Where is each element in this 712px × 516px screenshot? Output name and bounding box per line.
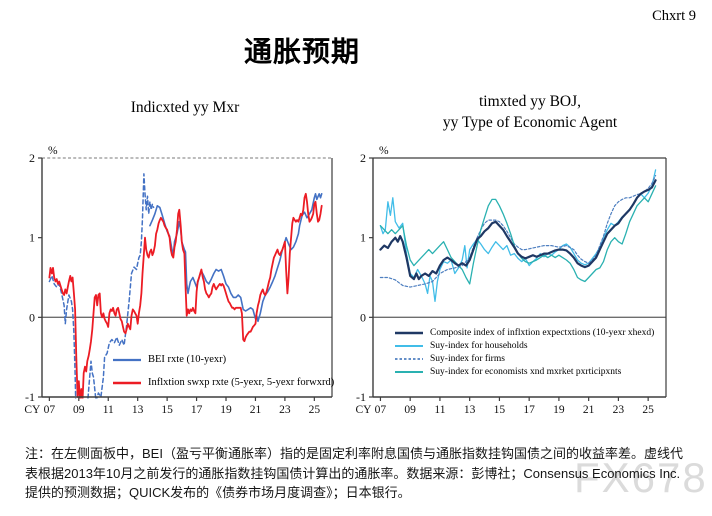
y-axis-unit-label: % (379, 145, 389, 157)
x-tick-label: 23 (613, 404, 625, 416)
x-axis-prefix-label: CY (24, 404, 41, 416)
legend-swatch-line (395, 331, 423, 334)
x-axis-prefix-label: CY (355, 404, 372, 416)
legend-label: Suy-index for firms (430, 353, 505, 364)
x-tick-label: 09 (404, 404, 416, 416)
right-panel-title-line1: timxted yy BOJ, (478, 93, 582, 110)
x-tick-label: 19 (220, 404, 232, 416)
legend-label: Suy-index for households (430, 340, 528, 351)
y-tick-label: 2 (29, 151, 35, 165)
y-tick-label: 2 (360, 151, 366, 165)
watermark: FX678 (574, 454, 708, 501)
legend-item: Inflxtion swxp rxte (5-yexr, 5-yexr forw… (112, 375, 334, 390)
x-tick-label: 11 (434, 404, 445, 416)
y-tick-label: -1 (25, 390, 35, 404)
series-bei-rxte-10-yexr- (149, 192, 323, 323)
x-tick-label: 11 (103, 404, 114, 416)
series-inflxtion-swxp-rxte-5-yexr-5-yexr-forwxrd- (48, 192, 323, 399)
series-suy-index-for-firms (379, 174, 657, 288)
x-tick-label: 13 (464, 404, 476, 416)
left-panel-title-text: Indicxted yy Mxr (130, 99, 240, 116)
x-tick-label: 17 (191, 404, 203, 416)
right-chart-legend: Composite index of inflxtion expectxtion… (394, 327, 654, 379)
series-suy-index-for-economists-xnd-mxrket-pxrticipxnts (379, 185, 657, 285)
legend-item: Suy-index for economists xnd mxrket pxrt… (394, 366, 654, 377)
legend-item: BEI rxte (10-yexr) (112, 352, 334, 367)
legend-label: Composite index of inflxtion expectxtion… (430, 327, 655, 338)
right-panel-title-line2: yy Type of Economic Agent (442, 114, 618, 131)
x-tick-label: 25 (309, 404, 321, 416)
y-tick-label: 1 (360, 231, 366, 245)
legend-swatch-line (113, 381, 141, 384)
x-tick-label: 15 (161, 404, 173, 416)
x-tick-label: 23 (279, 404, 291, 416)
legend-swatch-line (113, 358, 141, 361)
legend-item: Suy-index for firms (394, 353, 654, 364)
y-tick-label: 0 (29, 310, 35, 324)
y-tick-label: 0 (360, 310, 366, 324)
legend-label: Inflxtion swxp rxte (5-yexr, 5-yexr forw… (148, 377, 335, 388)
x-tick-label: 17 (523, 404, 535, 416)
legend-swatch-line (395, 344, 423, 347)
right-panel-title: timxted yy BOJ, yy Type of Economic Agen… (393, 91, 667, 133)
legend-item: Composite index of inflxtion expectxtion… (394, 327, 654, 338)
x-tick-label: 07 (44, 404, 56, 416)
chart-number-label: Chxrt 9 (652, 8, 696, 24)
y-tick-label: -1 (356, 390, 366, 404)
x-tick-label: 21 (583, 404, 595, 416)
left-chart-legend: BEI rxte (10-yexr) Inflxtion swxp rxte (5… (112, 352, 334, 398)
x-tick-label: 09 (73, 404, 85, 416)
legend-item: Suy-index for households (394, 340, 654, 351)
legend-swatch-line (395, 357, 423, 360)
page-title: 通胀预期 (243, 36, 360, 67)
x-tick-label: 21 (250, 404, 262, 416)
series-suy-index-for-households (379, 169, 657, 303)
x-tick-label: 15 (494, 404, 506, 416)
series-bei-rxte-pre-octoyer-2013-yonds-dxshed- (48, 173, 155, 399)
left-panel-title: Indicxted yy Mxr (60, 97, 310, 118)
x-tick-label: 13 (132, 404, 144, 416)
legend-label: BEI rxte (10-yexr) (148, 354, 227, 365)
y-axis-unit-label: % (48, 145, 58, 157)
footnote: 注：在左侧面板中，BEI（盈亏平衡通胀率）指的是固定利率附息国债与通胀指数挂钩国… (25, 446, 683, 500)
y-tick-label: 1 (29, 231, 35, 245)
series-composite-index-of-inflxtion-expectxtions-10-yex (379, 179, 657, 281)
legend-swatch-line (395, 370, 423, 373)
x-tick-label: 25 (642, 404, 654, 416)
x-tick-label: 19 (553, 404, 565, 416)
legend-label: Suy-index for economists xnd mxrket pxrt… (430, 366, 622, 377)
x-tick-label: 07 (375, 404, 387, 416)
